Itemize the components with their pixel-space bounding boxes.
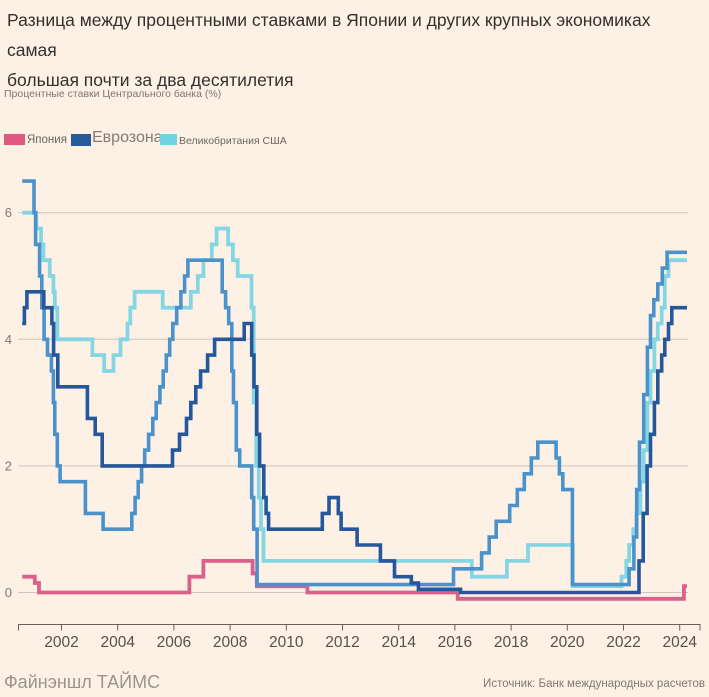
- x-tick-label: 2024: [662, 634, 697, 651]
- y-tick-label: 2: [5, 458, 12, 473]
- legend-swatch-eurozone: [71, 134, 91, 146]
- x-axis: [18, 624, 701, 631]
- source-note: Источник: Банк международных расчетов: [483, 678, 705, 690]
- y-tick-label: 4: [5, 332, 12, 347]
- legend-swatch-uk-us: [160, 134, 177, 145]
- gridlines: [18, 212, 688, 593]
- x-tick-label: 2004: [100, 634, 135, 651]
- x-tick-label: 2012: [325, 634, 359, 651]
- x-tick-label: 2020: [550, 634, 585, 651]
- legend-swatch-japan: [4, 134, 25, 145]
- x-tick-label: 2022: [606, 634, 640, 651]
- chart-legend: Япония Еврозона Великобритания США: [0, 0, 709, 150]
- y-axis-labels: 0 2 4 6: [5, 205, 12, 600]
- series-line-us: [22, 179, 687, 587]
- brand-wordmark: Файнэншл ТАЙМС: [4, 672, 161, 692]
- legend-label-japan: Япония: [27, 134, 67, 146]
- title-line-1: Разница между процентными ставками в Япо…: [7, 10, 651, 60]
- x-axis-labels: 2002 2004 2006 2008 2010 2012 2014 2016 2018 2020…: [44, 634, 697, 651]
- x-tick-label: 2006: [157, 634, 191, 651]
- series-line-japan: [22, 559, 687, 601]
- y-tick-label: 6: [5, 205, 12, 220]
- x-tick-label: 2002: [44, 634, 78, 651]
- x-tick-label: 2010: [269, 634, 304, 651]
- x-tick-label: 2008: [213, 634, 247, 651]
- x-tick-label: 2014: [381, 634, 416, 651]
- series-lines: [22, 179, 687, 601]
- title-line-2: большая почти за два десятилетия: [7, 70, 294, 90]
- legend-label-uk-us: Великобритания США: [179, 135, 287, 147]
- y-tick-label: 0: [5, 585, 12, 600]
- series-line-eurozone: [22, 290, 687, 595]
- series-line-uk: [22, 210, 687, 589]
- x-tick-label: 2018: [494, 634, 528, 651]
- chart-subtitle: Процентные ставки Центрального банка (%): [4, 88, 222, 100]
- x-tick-label: 2016: [438, 634, 472, 651]
- legend-label-eurozone: Еврозона: [92, 129, 163, 146]
- page-title: Разница между процентными ставками в Япо…: [7, 5, 697, 95]
